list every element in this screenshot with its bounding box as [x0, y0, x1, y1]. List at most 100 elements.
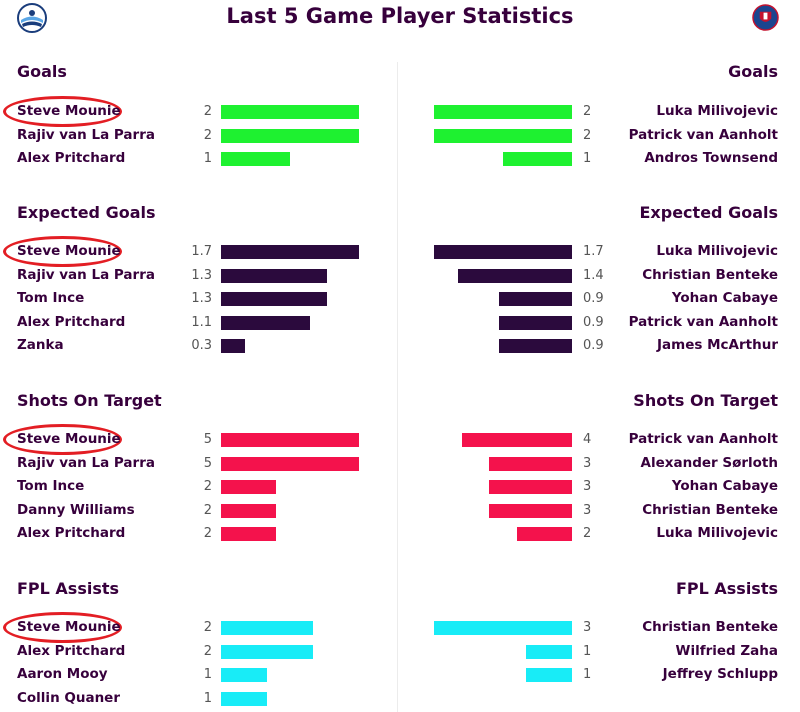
stat-value-label: 1.7: [191, 244, 212, 259]
home-player-row: Alex Pritchard 2: [0, 524, 400, 544]
player-name: Christian Benteke: [642, 619, 778, 635]
stat-bar: [221, 527, 276, 541]
away-player-row: Alexander Sørloth 3: [400, 454, 800, 474]
stat-bar: [499, 315, 572, 330]
player-name: Rajiv van La Parra: [17, 266, 155, 283]
stat-value-label: 2: [203, 479, 212, 494]
stat-value-label: 0.9: [583, 291, 604, 306]
player-name: Christian Benteke: [642, 501, 778, 518]
away-section-title-expected-goals: Expected Goals: [639, 203, 779, 222]
stat-bar: [221, 245, 359, 259]
stat-value-label: 5: [203, 455, 212, 471]
page-title: Last 5 Game Player Statistics: [226, 4, 574, 28]
player-name: Alex Pritchard: [17, 642, 126, 659]
stat-value-label: 3: [583, 455, 592, 471]
stat-value-label: 1.1: [191, 314, 212, 330]
stat-bar: [526, 644, 572, 659]
stat-value-label: 4: [583, 432, 592, 447]
stat-value-label: 1: [203, 667, 212, 682]
stat-bar: [462, 433, 572, 447]
away-player-row: Luka Milivojevic 2: [400, 102, 800, 122]
player-name: Luka Milivojevic: [656, 525, 778, 541]
stat-bar: [221, 691, 267, 706]
player-name: Andros Townsend: [644, 150, 778, 166]
stat-value-label: 0.3: [191, 338, 212, 353]
player-name: Yohan Cabaye: [671, 290, 778, 306]
home-team-stats: Goals Steve Mounie 2 Rajiv van La Parra 2 Ale…: [0, 62, 400, 709]
away-player-row: Patrick van Aanholt 4: [400, 430, 800, 450]
stat-value-label: 2: [583, 127, 592, 143]
stat-value-label: 0.9: [583, 314, 604, 330]
stat-bar: [221, 433, 359, 447]
stat-bar: [499, 339, 572, 353]
stat-bar: [221, 456, 359, 471]
player-name: Alexander Sørloth: [640, 454, 778, 471]
home-player-row: Steve Mounie 1.7: [0, 236, 400, 267]
player-name: Tom Ince: [17, 290, 85, 306]
home-player-row: Tom Ince 2: [0, 477, 400, 497]
away-player-row: Yohan Cabaye 3: [400, 477, 800, 497]
player-name: Alex Pritchard: [17, 313, 126, 330]
stat-value-label: 3: [583, 502, 592, 518]
stat-bar: [434, 621, 572, 635]
player-name: Yohan Cabaye: [671, 478, 778, 494]
away-player-row: Jeffrey Schlupp 1: [400, 665, 800, 685]
player-name: James McArthur: [657, 337, 778, 353]
home-player-row: Alex Pritchard 2: [0, 642, 400, 662]
home-player-row: Rajiv van La Parra 2: [0, 126, 400, 146]
away-team-stats: Goals Luka Milivojevic 2 Patrick van Aanhol…: [400, 0, 800, 712]
home-section-title-expected-goals: Expected Goals: [17, 203, 156, 222]
stat-bar: [221, 621, 313, 635]
stat-value-label: 1.3: [191, 267, 212, 283]
player-name: Patrick van Aanholt: [628, 126, 778, 143]
stat-value-label: 5: [203, 432, 212, 447]
home-player-row: Rajiv van La Parra 1.3: [0, 266, 400, 286]
stat-bar: [434, 128, 572, 143]
stat-bar: [221, 315, 310, 330]
away-player-row: Luka Milivojevic 1.7: [400, 242, 800, 262]
away-player-row: Andros Townsend 1: [400, 149, 800, 169]
highlight-ellipse: [3, 424, 122, 455]
stat-bar: [221, 480, 276, 494]
stat-bar: [458, 268, 572, 283]
away-player-row: Yohan Cabaye 0.9: [400, 289, 800, 309]
player-name: Rajiv van La Parra: [17, 126, 155, 143]
player-name: Alex Pritchard: [17, 150, 126, 166]
away-player-row: Christian Benteke 1.4: [400, 266, 800, 286]
away-player-row: Luka Milivojevic 2: [400, 524, 800, 544]
home-player-row: Tom Ince 1.3: [0, 289, 400, 309]
player-name: Steve Mounie: [17, 243, 121, 259]
stat-bar: [526, 668, 572, 682]
stat-bar: [221, 128, 359, 143]
stat-value-label: 3: [583, 479, 592, 494]
stat-bar: [503, 152, 572, 166]
away-player-row: Patrick van Aanholt 0.9: [400, 313, 800, 333]
player-name: Zanka: [17, 337, 64, 353]
stat-value-label: 2: [203, 620, 212, 635]
player-name: Steve Mounie: [17, 619, 121, 635]
away-section-title-fpl-assists: FPL Assists: [675, 579, 778, 598]
player-name: Luka Milivojevic: [656, 243, 778, 259]
stat-bar: [434, 245, 572, 259]
away-section-title-shots-on-target: Shots On Target: [633, 391, 778, 410]
stat-bar: [221, 152, 290, 166]
away-player-row: James McArthur 0.9: [400, 336, 800, 356]
stat-value-label: 2: [203, 643, 212, 659]
stat-value-label: 2: [203, 104, 212, 119]
home-player-row: Collin Quaner 1: [0, 689, 400, 709]
stat-bar: [221, 292, 327, 306]
player-name: Jeffrey Schlupp: [662, 666, 778, 682]
stat-value-label: 1.4: [583, 267, 604, 283]
stat-value-label: 1: [583, 667, 592, 682]
stat-value-label: 3: [583, 620, 592, 635]
stat-bar: [489, 503, 572, 518]
center-divider: [397, 62, 398, 712]
stat-bar: [489, 480, 572, 494]
player-name: Aaron Mooy: [17, 666, 108, 682]
home-player-row: Steve Mounie 2: [0, 96, 400, 127]
player-name: Tom Ince: [17, 478, 85, 494]
home-section-title-goals: Goals: [17, 62, 67, 81]
stat-value-label: 1: [583, 643, 592, 659]
away-player-row: Wilfried Zaha 1: [400, 642, 800, 662]
stat-value-label: 2: [203, 127, 212, 143]
